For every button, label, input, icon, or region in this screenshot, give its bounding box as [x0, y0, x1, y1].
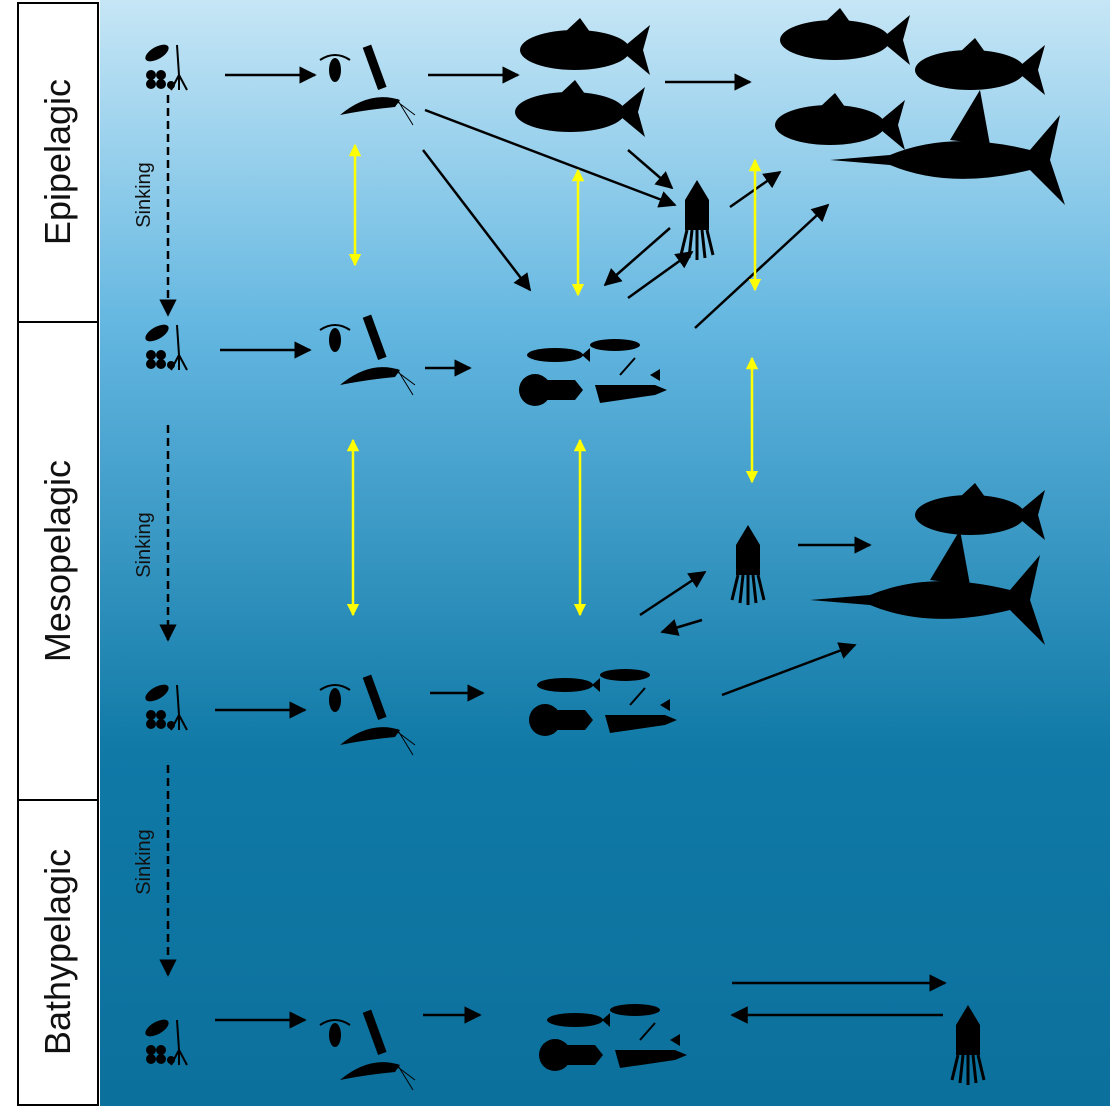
zone-box: [17, 2, 99, 323]
sinking-label: Sinking: [133, 829, 155, 895]
migration-arrows: [346, 143, 762, 617]
sinking-label: Sinking: [133, 162, 155, 228]
zone-label: Bathypelagic: [37, 849, 78, 1055]
ocean-background: [100, 0, 1110, 1106]
zone-label: Epipelagic: [37, 79, 78, 245]
zone-box: [17, 321, 99, 801]
sinking-label: Sinking: [133, 512, 155, 578]
zone-label: Mesopelagic: [37, 460, 78, 662]
feeding-arrows: [215, 66, 947, 1029]
zone-box: [17, 799, 99, 1106]
